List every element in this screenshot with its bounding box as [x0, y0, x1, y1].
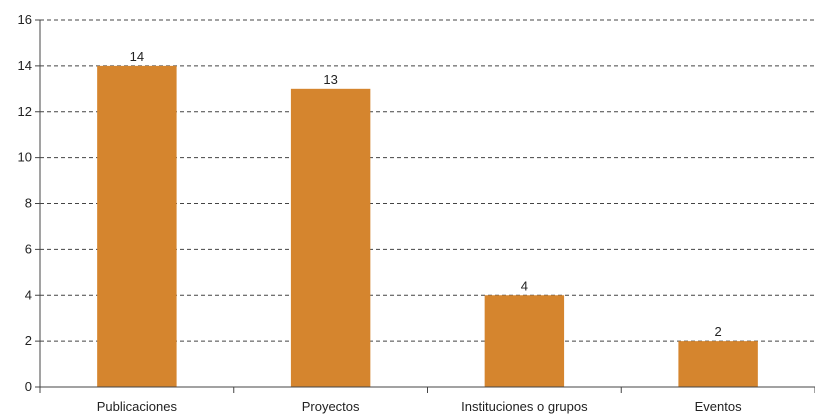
category-labels: Publicaciones Proyectos Instituciones o gr… [97, 399, 742, 414]
y-tick-labels: 0 2 4 6 8 10 12 14 16 [18, 12, 40, 394]
data-label: 4 [521, 278, 528, 293]
bar [290, 88, 371, 387]
x-tick-marks [39, 387, 815, 393]
y-tick-label: 8 [25, 196, 32, 211]
bar [484, 295, 565, 387]
category-label: Publicaciones [97, 399, 178, 414]
category-label: Eventos [695, 399, 742, 414]
bar [678, 341, 758, 387]
y-tick-label: 2 [25, 333, 32, 348]
y-tick-label: 14 [18, 58, 32, 73]
data-labels: 14 13 4 2 [130, 49, 722, 339]
data-label: 14 [130, 49, 144, 64]
data-label: 13 [323, 72, 337, 87]
y-tick-label: 16 [18, 12, 32, 27]
y-tick-label: 4 [25, 287, 32, 302]
category-label: Instituciones o grupos [461, 399, 588, 414]
y-tick-label: 10 [18, 150, 32, 165]
data-label: 2 [715, 324, 722, 339]
category-label: Proyectos [302, 399, 360, 414]
y-tick-label: 6 [25, 241, 32, 256]
y-tick-label: 12 [18, 104, 32, 119]
y-tick-label: 0 [25, 379, 32, 394]
bars [97, 65, 758, 387]
bar [97, 65, 177, 387]
